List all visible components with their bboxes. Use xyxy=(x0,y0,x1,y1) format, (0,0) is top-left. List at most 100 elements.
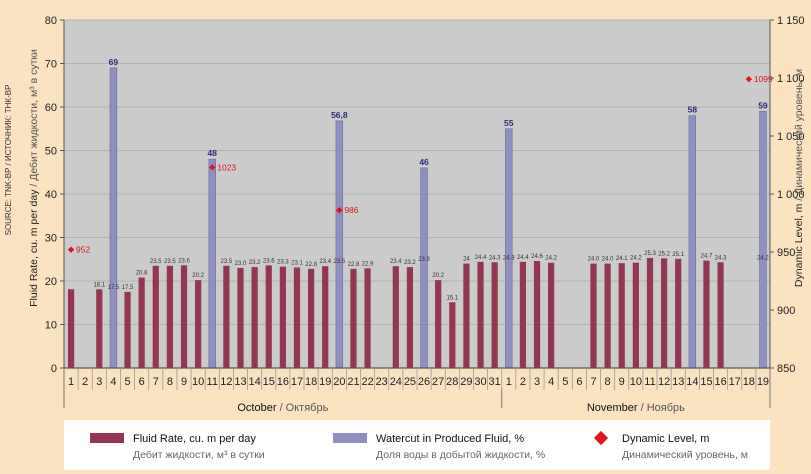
x-tick-label: 16 xyxy=(714,376,726,388)
x-tick-label: 13 xyxy=(672,376,684,388)
fluid-rate-data-label: 15.1 xyxy=(446,295,458,301)
fluid-rate-data-label: 24.3 xyxy=(503,255,515,261)
fluid-rate-data-label: 23.5 xyxy=(221,259,233,265)
x-tick-label: 3 xyxy=(96,376,102,388)
legend-label-fluid-rate-ru: Дебит жидкости, м³ в сутки xyxy=(133,449,265,461)
y-right-axis-title: Dynamic Level, m / Динамический уровень,… xyxy=(793,69,805,287)
month-labels: October / Октябрь November / Ноябрь xyxy=(63,368,771,414)
fluid-rate-data-label: 24.6 xyxy=(531,254,543,260)
fluid-rate-bar xyxy=(138,277,145,368)
x-tick-label: 14 xyxy=(686,376,698,388)
fluid-rate-data-label: 22.8 xyxy=(348,262,360,268)
x-tick-label: 30 xyxy=(474,376,486,388)
y-right-tick-label: 1 150 xyxy=(777,15,805,27)
y-left-tick-label: 50 xyxy=(45,146,57,158)
legend-label-dynamic-level-ru: Динамический уровень, м xyxy=(622,449,748,461)
x-tick-label: 5 xyxy=(124,376,130,388)
fluid-rate-data-label: 24.4 xyxy=(517,255,529,261)
watercut-data-label: 69 xyxy=(109,57,119,67)
x-tick-label: 10 xyxy=(630,376,642,388)
fluid-rate-data-label: 23.2 xyxy=(404,260,416,266)
fluid-rate-bar xyxy=(265,265,272,368)
y-right-tick-label: 950 xyxy=(777,247,795,259)
x-tick-label: 2 xyxy=(520,376,526,388)
x-tick-label: 3 xyxy=(534,376,540,388)
x-tick-label: 21 xyxy=(347,376,359,388)
fluid-rate-bar xyxy=(67,289,75,368)
fluid-rate-data-label: 17.5 xyxy=(108,285,120,291)
fluid-rate-data-label: 23.4 xyxy=(390,259,402,265)
dynamic-level-marker xyxy=(745,75,753,83)
y-left-tick-label: 60 xyxy=(45,102,57,114)
y-right-tick-label: 1 100 xyxy=(777,73,805,85)
fluid-rate-bar xyxy=(533,260,541,368)
x-tick-label: 15 xyxy=(700,376,712,388)
fluid-rate-data-label: 23.6 xyxy=(263,258,275,264)
fluid-rate-data-label: 25.1 xyxy=(672,252,684,258)
x-tick-label: 29 xyxy=(460,376,472,388)
x-tick-label: 7 xyxy=(590,376,596,388)
watercut-data-label: 59 xyxy=(758,100,768,110)
fluid-rate-data-label: 24.0 xyxy=(602,257,614,263)
watercut-bar xyxy=(335,120,344,369)
x-tick-label: 19 xyxy=(757,376,769,388)
fluid-rate-data-label: 23.5 xyxy=(164,259,176,265)
y-left-tick-label: 20 xyxy=(45,276,57,288)
fluid-rate-data-label: 25.2 xyxy=(658,251,670,257)
x-tick-label: 12 xyxy=(658,376,670,388)
x-tick-label: 18 xyxy=(305,376,317,388)
fluid-rate-bar xyxy=(237,267,244,368)
y-left-tick-label: 70 xyxy=(45,59,57,71)
fluid-rate-data-label: 20.2 xyxy=(432,273,444,279)
dynamic-level-marker xyxy=(209,164,216,171)
dynamic-level-markers: 952 1023 986 1099 xyxy=(67,74,773,255)
x-tick-label: 6 xyxy=(139,376,145,388)
fluid-rate-bar xyxy=(703,260,710,368)
fluid-rate-data-label: 22.9 xyxy=(362,261,374,267)
fluid-rate-data-label: 24.1 xyxy=(616,256,628,262)
watercut-data-label: 48 xyxy=(208,148,218,158)
y-right-tick-label: 1 050 xyxy=(777,131,805,143)
fluid-rate-bar xyxy=(322,266,329,368)
fluid-rate-data-label: 23.2 xyxy=(249,260,261,266)
y-right-tick-label: 1 000 xyxy=(777,189,805,201)
x-tick-label: 22 xyxy=(361,376,373,388)
legend-label-fluid-rate: Fluid Rate, cu. m per day xyxy=(133,433,256,445)
source-note: SOURCE: TNK-BP / ИСТОЧНИК: ТНК-ВР xyxy=(4,85,13,236)
x-tick-label: 25 xyxy=(404,376,416,388)
x-tick-label: 11 xyxy=(644,376,655,388)
y-left-axis-title: Fluid Rate, cu. m per day / Дебит жидкос… xyxy=(28,49,40,307)
fluid-rate-bar xyxy=(463,263,470,368)
watercut-bar xyxy=(759,111,767,369)
fluid-rate-data-label: 24 xyxy=(463,257,470,263)
x-tick-label: 8 xyxy=(167,376,173,388)
x-tick-label: 13 xyxy=(234,376,246,388)
fluid-rate-data-label: 23.4 xyxy=(319,259,331,265)
fluid-rate-bar xyxy=(717,262,724,368)
fluid-rate-data-label: 24.3 xyxy=(489,255,501,261)
fluid-rate-data-label: 24.7 xyxy=(701,254,713,260)
fluid-rate-data-label: 23.3 xyxy=(277,260,289,266)
x-tick-label: 8 xyxy=(605,376,611,388)
legend-item-fluid-rate: Fluid Rate, cu. m per day Дебит жидкости… xyxy=(90,433,265,461)
fluid-rate-bar xyxy=(604,263,611,368)
watercut-data-label: 55 xyxy=(504,118,514,128)
fluid-rate-bar xyxy=(406,267,414,368)
watercut-data-label: 58 xyxy=(688,105,698,115)
y-left-tick-label: 80 xyxy=(45,15,57,27)
x-tick-label: 12 xyxy=(220,376,232,388)
fluid-rate-labels: 18.1 17.5 17.520.823.5 23.5 23.620.223.5 23.0… xyxy=(93,251,769,301)
fluid-rate-bar xyxy=(548,262,555,368)
legend-swatch-watercut xyxy=(333,433,367,443)
fluid-rate-data-label: 20.2 xyxy=(192,273,204,279)
y-left-tick-label: 10 xyxy=(45,320,57,332)
fluid-rate-bar xyxy=(675,258,682,368)
fluid-rate-bar xyxy=(477,261,484,368)
x-tick-label: 5 xyxy=(562,376,568,388)
x-tick-label: 6 xyxy=(576,376,582,388)
fluid-rate-bar xyxy=(251,267,258,368)
x-tick-label: 20 xyxy=(333,376,345,388)
y-left-tick-label: 40 xyxy=(45,189,57,201)
x-tick-label: 14 xyxy=(248,376,260,388)
fluid-rate-bar xyxy=(124,291,131,369)
